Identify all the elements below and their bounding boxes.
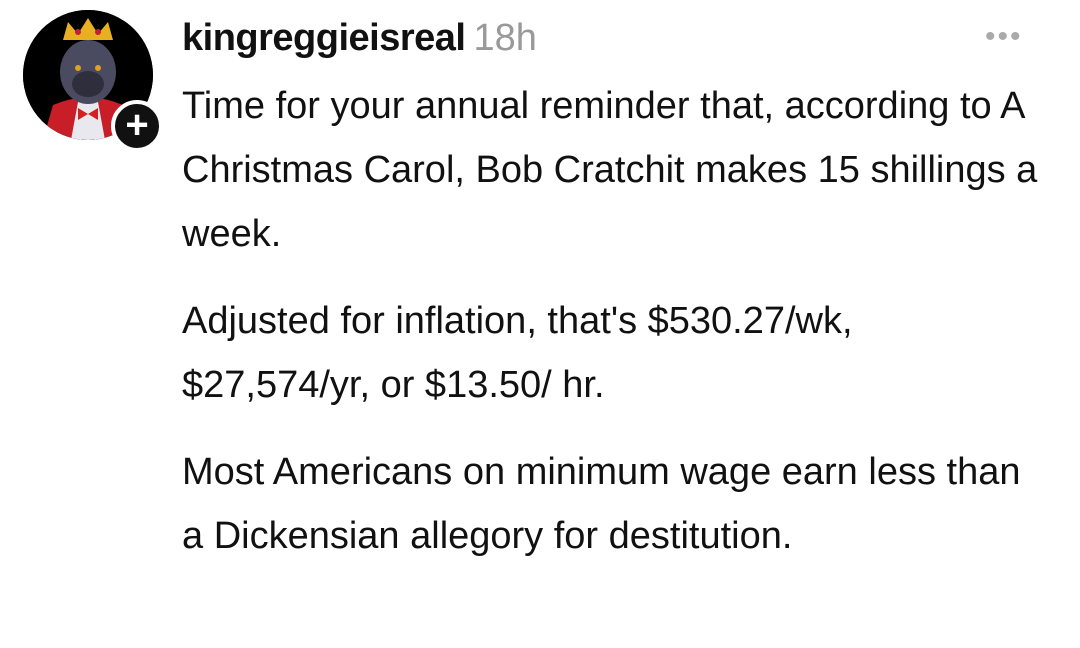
more-options-button[interactable]: ••• xyxy=(985,22,1023,52)
follow-button[interactable]: + xyxy=(111,100,163,152)
ellipsis-icon: ••• xyxy=(985,20,1023,53)
post-paragraph: Time for your annual reminder that, acco… xyxy=(182,85,1038,255)
post-header: kingreggieisreal 18h xyxy=(182,14,537,62)
post-paragraph: Adjusted for inflation, that's $530.27/w… xyxy=(182,300,853,406)
plus-icon: + xyxy=(125,103,149,147)
post-paragraph: Most Americans on minimum wage earn less… xyxy=(182,451,1021,557)
timestamp: 18h xyxy=(473,17,537,59)
avatar[interactable] xyxy=(23,10,153,140)
username-link[interactable]: kingreggieisreal xyxy=(182,17,466,59)
gorilla-king-avatar-image xyxy=(23,10,153,140)
post-body: Time for your annual reminder that, acco… xyxy=(182,74,1042,591)
